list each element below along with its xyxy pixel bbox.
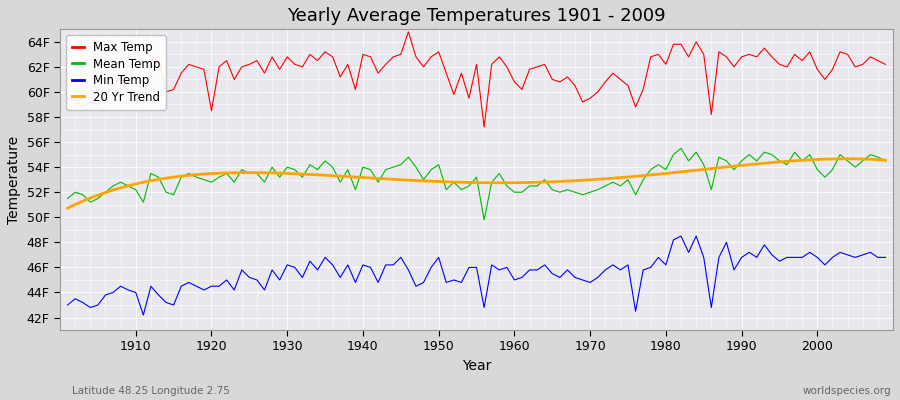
Text: worldspecies.org: worldspecies.org [803,386,891,396]
Title: Yearly Average Temperatures 1901 - 2009: Yearly Average Temperatures 1901 - 2009 [287,7,666,25]
X-axis label: Year: Year [462,359,491,373]
Y-axis label: Temperature: Temperature [7,136,21,224]
Legend: Max Temp, Mean Temp, Min Temp, 20 Yr Trend: Max Temp, Mean Temp, Min Temp, 20 Yr Tre… [66,35,166,110]
Text: Latitude 48.25 Longitude 2.75: Latitude 48.25 Longitude 2.75 [72,386,230,396]
